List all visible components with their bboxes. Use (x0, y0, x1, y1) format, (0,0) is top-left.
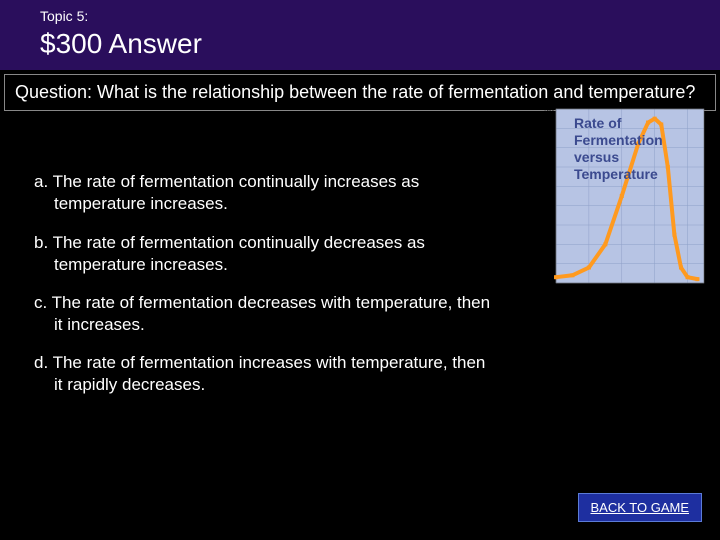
option-c-prefix: c. (34, 293, 52, 312)
option-b-prefix: b. (34, 233, 53, 252)
option-a-prefix: a. (34, 172, 53, 191)
chart-y-axis-label: Rate of Fermentation (547, 171, 557, 256)
option-d[interactable]: d. The rate of fermentation increases wi… (10, 352, 710, 396)
topic-label: Topic 5: (40, 8, 680, 24)
svg-text:10: 10 (584, 286, 594, 296)
svg-text:10: 10 (544, 259, 554, 269)
svg-text:20: 20 (617, 286, 627, 296)
svg-text:70: 70 (544, 143, 554, 153)
back-to-game-button[interactable]: BACK TO GAME (578, 493, 703, 522)
svg-text:40: 40 (683, 286, 693, 296)
svg-text:30: 30 (650, 286, 660, 296)
option-a-line2: temperature increases. (34, 193, 505, 215)
option-b-line2: temperature increases. (34, 254, 505, 276)
chart-container: Rate of Fermentation versus Temperature … (514, 103, 714, 323)
option-a-line1: The rate of fermentation continually inc… (53, 172, 420, 191)
price-answer-title: $300 Answer (40, 28, 680, 60)
body-area: Rate of Fermentation versus Temperature … (0, 111, 720, 396)
option-d-line2: it rapidly decreases. (34, 374, 700, 396)
option-c-line1: The rate of fermentation decreases with … (52, 293, 490, 312)
svg-text:0: 0 (553, 286, 558, 296)
question-text: Question: What is the relationship betwe… (15, 81, 705, 104)
header-bar: Topic 5: $300 Answer (0, 0, 720, 70)
option-b-line1: The rate of fermentation continually dec… (53, 233, 425, 252)
chart-x-axis-label: Temperature (°C) (586, 319, 655, 329)
svg-text:90: 90 (544, 104, 554, 114)
svg-text:80: 80 (544, 124, 554, 134)
option-d-prefix: d. (34, 353, 53, 372)
option-d-line1: The rate of fermentation increases with … (53, 353, 486, 372)
